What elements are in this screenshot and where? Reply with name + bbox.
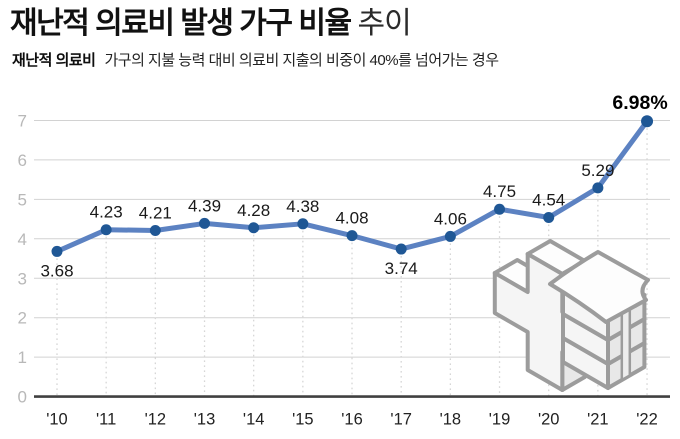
svg-text:4.06: 4.06 xyxy=(434,209,467,228)
svg-text:6.98%: 6.98% xyxy=(612,92,667,114)
svg-text:3.68: 3.68 xyxy=(40,261,73,280)
svg-text:4.28: 4.28 xyxy=(237,201,270,220)
money-stack-icon xyxy=(548,250,650,390)
svg-text:3.74: 3.74 xyxy=(385,259,418,278)
legend-description: 가구의 지불 능력 대비 의료비 지출의 비중이 40%를 넘어가는 경우 xyxy=(104,52,499,69)
svg-text:0: 0 xyxy=(18,388,27,407)
svg-text:'10: '10 xyxy=(46,411,68,429)
svg-text:6: 6 xyxy=(18,151,27,170)
svg-text:'16: '16 xyxy=(341,411,363,429)
svg-text:'14: '14 xyxy=(243,411,265,429)
header: 재난적 의료비 발생 가구 비율 추이 재난적 의료비 가구의 지불 능력 대비 의… xyxy=(0,0,680,90)
svg-text:4.08: 4.08 xyxy=(335,209,368,228)
svg-text:4.23: 4.23 xyxy=(90,203,123,222)
medical-cost-illustration xyxy=(492,239,650,392)
svg-text:'15: '15 xyxy=(292,411,314,429)
svg-text:5: 5 xyxy=(18,190,27,209)
svg-text:3: 3 xyxy=(18,269,27,288)
svg-text:4.39: 4.39 xyxy=(188,196,221,215)
legend-term: 재난적 의료비 xyxy=(12,52,96,69)
svg-text:'17: '17 xyxy=(390,411,412,429)
svg-text:'21: '21 xyxy=(587,411,609,429)
svg-text:'12: '12 xyxy=(145,411,167,429)
svg-text:4.38: 4.38 xyxy=(286,197,319,216)
chart-area: 0 1 2 3 4 5 6 7 '10 '11 '12 '13 '14 '15 '16 '17 '18 '19 '2… xyxy=(0,90,680,439)
svg-text:'13: '13 xyxy=(194,411,216,429)
svg-text:'11: '11 xyxy=(96,411,116,429)
trend-chart: 0 1 2 3 4 5 6 7 '10 '11 '12 '13 '14 '15 '16 '17 '18 '19 '2… xyxy=(18,92,670,429)
svg-text:5.29: 5.29 xyxy=(581,161,614,180)
page-title-suffix: 추이 xyxy=(357,7,412,40)
svg-text:4: 4 xyxy=(18,230,27,249)
page-title-main: 재난적 의료비 발생 가구 비율 xyxy=(10,7,352,40)
svg-text:'20: '20 xyxy=(538,411,560,429)
svg-text:4.21: 4.21 xyxy=(139,204,172,223)
svg-text:4.54: 4.54 xyxy=(532,190,565,209)
svg-text:7: 7 xyxy=(18,111,27,130)
svg-text:'18: '18 xyxy=(440,411,462,429)
svg-text:'19: '19 xyxy=(489,411,511,429)
curved-banknote xyxy=(548,250,650,324)
page-title: 재난적 의료비 발생 가구 비율 추이 xyxy=(10,6,668,42)
chart-legend-note: 재난적 의료비 가구의 지불 능력 대비 의료비 지출의 비중이 40%를 넘어가… xyxy=(12,51,668,71)
svg-text:1: 1 xyxy=(18,348,27,367)
svg-text:4.75: 4.75 xyxy=(483,182,516,201)
svg-text:2: 2 xyxy=(18,309,27,328)
svg-text:'22: '22 xyxy=(636,411,658,429)
